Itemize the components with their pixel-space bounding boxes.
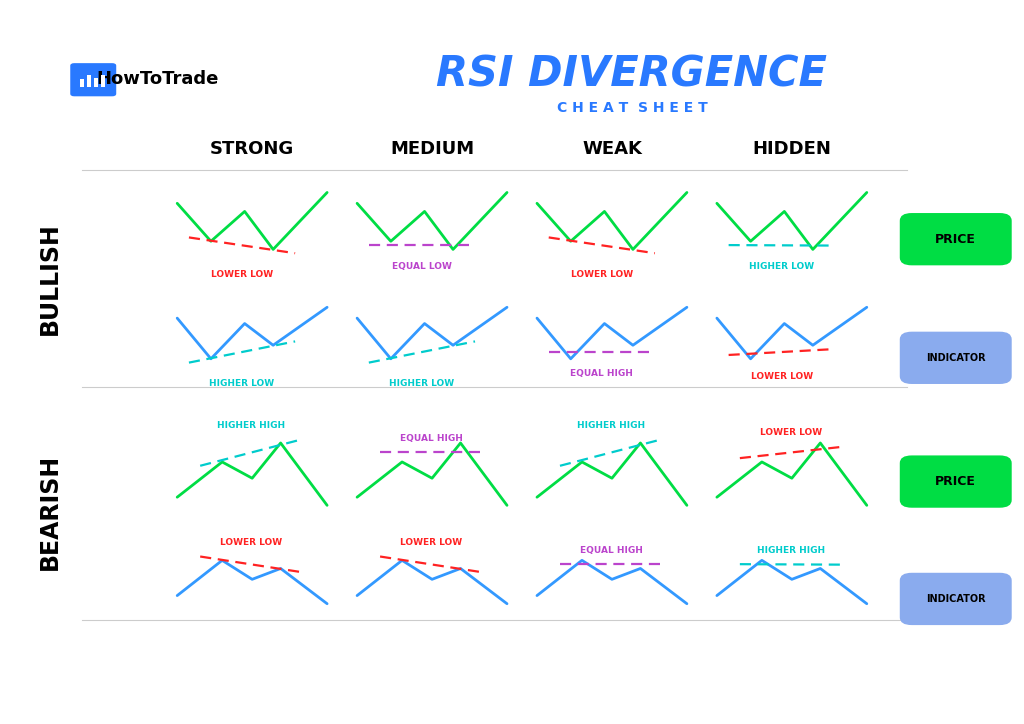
- Text: INDICATOR: INDICATOR: [926, 594, 985, 604]
- Text: MEDIUM: MEDIUM: [390, 140, 474, 159]
- Text: HIGHER HIGH: HIGHER HIGH: [757, 546, 825, 555]
- Text: WEAK: WEAK: [582, 140, 642, 159]
- FancyBboxPatch shape: [327, 27, 757, 145]
- Text: LOWER LOW: LOWER LOW: [220, 538, 283, 547]
- Bar: [87, 75, 91, 88]
- FancyBboxPatch shape: [900, 455, 1012, 508]
- Text: HIGHER LOW: HIGHER LOW: [389, 379, 455, 388]
- Text: BEARISH: BEARISH: [38, 453, 62, 570]
- Text: STRONG: STRONG: [210, 140, 294, 159]
- FancyBboxPatch shape: [900, 573, 1012, 625]
- Text: EQUAL HIGH: EQUAL HIGH: [399, 434, 463, 443]
- Text: LOWER LOW: LOWER LOW: [570, 270, 633, 279]
- Text: The information provided within this PDF is for educational purposes only.: The information provided within this PDF…: [306, 706, 718, 716]
- Text: EQUAL HIGH: EQUAL HIGH: [580, 546, 643, 555]
- FancyBboxPatch shape: [71, 63, 117, 96]
- Text: BULLISH: BULLISH: [38, 222, 62, 335]
- Text: EQUAL LOW: EQUAL LOW: [392, 262, 452, 271]
- Text: INDICATOR: INDICATOR: [926, 353, 985, 363]
- Bar: [101, 75, 105, 88]
- Text: LOWER LOW: LOWER LOW: [400, 538, 463, 547]
- Text: EQUAL HIGH: EQUAL HIGH: [570, 369, 633, 377]
- Text: HIGHER HIGH: HIGHER HIGH: [217, 421, 286, 429]
- Text: HIGHER LOW: HIGHER LOW: [210, 379, 274, 388]
- Bar: [80, 79, 84, 88]
- Text: HIDDEN: HIDDEN: [753, 140, 831, 159]
- Bar: [94, 77, 98, 88]
- Text: PRICE: PRICE: [935, 232, 976, 245]
- FancyBboxPatch shape: [900, 332, 1012, 384]
- Text: LOWER LOW: LOWER LOW: [211, 270, 273, 279]
- FancyBboxPatch shape: [900, 213, 1012, 265]
- Text: C H E A T  S H E E T: C H E A T S H E E T: [557, 101, 708, 115]
- Text: HowToTrade: HowToTrade: [96, 70, 218, 88]
- Text: Get your free access today and join our trading room: Get your free access today and join our …: [285, 678, 739, 693]
- Text: HIGHER LOW: HIGHER LOW: [750, 262, 814, 271]
- Text: LOWER LOW: LOWER LOW: [760, 429, 822, 437]
- Text: LOWER LOW: LOWER LOW: [751, 371, 813, 381]
- Text: PRICE: PRICE: [935, 475, 976, 488]
- Text: HIGHER HIGH: HIGHER HIGH: [578, 421, 645, 429]
- Text: RSI DIVERGENCE: RSI DIVERGENCE: [436, 54, 827, 96]
